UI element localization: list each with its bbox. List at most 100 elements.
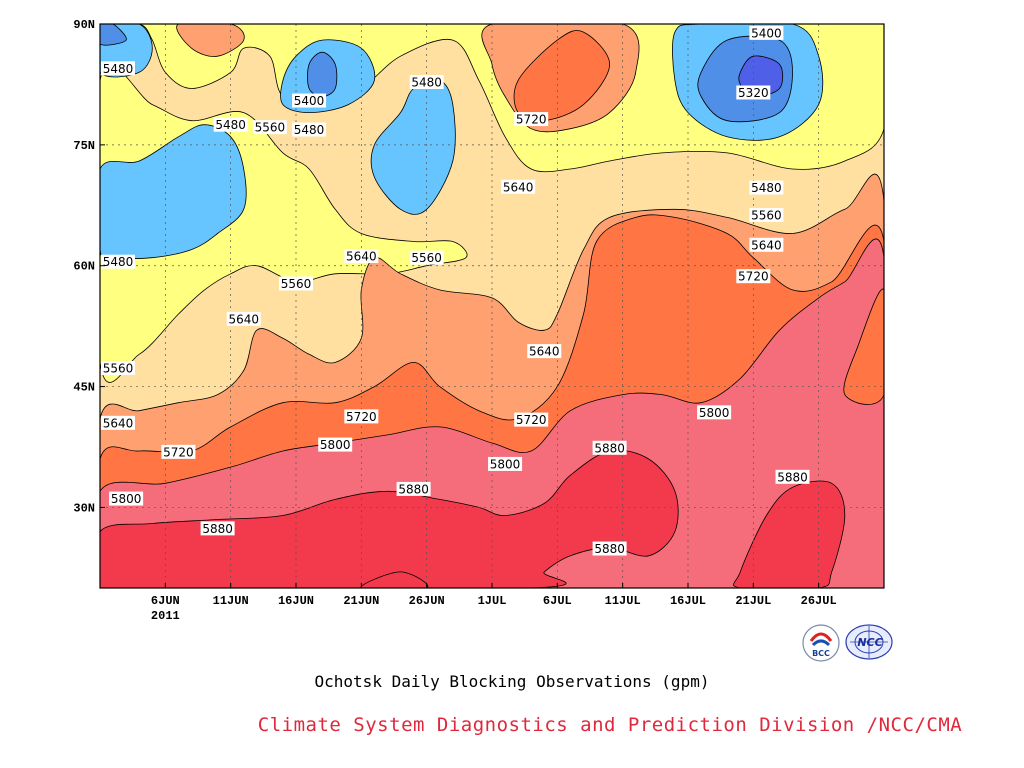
contour-label-bg bbox=[749, 207, 784, 222]
contour-label-text: 5720 bbox=[738, 270, 769, 284]
contour-band-5320_5400-7 bbox=[307, 51, 338, 97]
axis-ticks: 6JUN 11JUN 16JUN 21JUN 26JUN 1JUL 6JUL 11JUL 16J… bbox=[73, 18, 836, 623]
contour-label-text: 5640 bbox=[346, 250, 377, 264]
contour-label-bg bbox=[101, 361, 135, 376]
contour-label-text: 5720 bbox=[516, 113, 547, 127]
contour-label-13: 5720 bbox=[736, 269, 771, 284]
contour-label-4: 5480 bbox=[292, 122, 327, 137]
contour-label-bg bbox=[409, 75, 444, 90]
contour-label-bg bbox=[514, 412, 549, 427]
bcc-logo-text: BCC bbox=[812, 649, 830, 658]
contour-label-text: 5880 bbox=[594, 542, 625, 556]
contour-label-bg bbox=[749, 180, 784, 195]
contour-label-text: 5640 bbox=[228, 312, 259, 326]
contour-label-2: 5560 bbox=[252, 120, 287, 135]
bcc-logo: BCC bbox=[802, 624, 840, 662]
contour-band-5640_5720-16 bbox=[176, 24, 245, 57]
contour-label-text: 5880 bbox=[594, 441, 625, 455]
contour-label-bg bbox=[736, 85, 771, 100]
contour-label-text: 5480 bbox=[215, 118, 246, 132]
contour-label-8: 5400 bbox=[749, 25, 784, 40]
x-tick-label-10: 26JUL bbox=[801, 594, 837, 608]
x-tick-label-0: 6JUN bbox=[151, 594, 180, 608]
contour-label-28: 5800 bbox=[697, 405, 732, 420]
contour-label-bg bbox=[101, 254, 135, 269]
contour-label-6: 5720 bbox=[514, 112, 549, 127]
contour-label-7: 5640 bbox=[501, 179, 536, 194]
contour-label-text: 5560 bbox=[411, 251, 442, 265]
contour-label-bg bbox=[396, 481, 431, 496]
contour-label-bg bbox=[344, 409, 379, 424]
ncc-logo: NCC bbox=[845, 624, 893, 660]
x-tick-label-1: 11JUN bbox=[213, 594, 249, 608]
contour-label-bg bbox=[109, 491, 144, 506]
contour-label-text: 5480 bbox=[751, 181, 782, 195]
x-tick-label-8: 16JUL bbox=[670, 594, 706, 608]
contour-label-bg bbox=[344, 249, 379, 264]
contour-label-1: 5480 bbox=[213, 117, 248, 132]
contour-label-text: 5640 bbox=[103, 416, 134, 430]
contour-label-text: 5720 bbox=[516, 413, 547, 427]
contour-band-above_5880-22 bbox=[732, 480, 846, 588]
contour-label-text: 5560 bbox=[103, 362, 134, 376]
x-tick-label-3: 21JUN bbox=[343, 594, 379, 608]
contour-label-24: 5720 bbox=[514, 412, 549, 427]
contour-label-bg bbox=[592, 541, 627, 556]
contour-label-12: 5640 bbox=[749, 237, 784, 252]
contour-label-bg bbox=[527, 344, 562, 359]
contour-band-5320_5400-4 bbox=[100, 24, 127, 46]
contour-band-above_5880-21 bbox=[360, 571, 429, 588]
contour-label-text: 5720 bbox=[163, 445, 194, 459]
contour-label-27: 5880 bbox=[592, 440, 627, 455]
contour-label-23: 5720 bbox=[344, 409, 379, 424]
contour-labels: 5480 5480 5560 5400 5480 5480 5720 5640 5400 5320… bbox=[101, 25, 810, 556]
y-tick-label-2: 60N bbox=[73, 260, 95, 274]
contour-label-bg bbox=[749, 237, 784, 252]
contour-label-bg bbox=[226, 311, 261, 326]
contour-label-text: 5400 bbox=[751, 26, 782, 40]
contour-label-bg bbox=[101, 415, 135, 430]
contour-label-text: 5320 bbox=[738, 86, 769, 100]
contour-label-22: 5720 bbox=[161, 444, 196, 459]
contour-label-text: 5640 bbox=[529, 345, 560, 359]
contour-label-30: 5880 bbox=[396, 481, 431, 496]
contour-label-25: 5800 bbox=[318, 437, 353, 452]
contour-label-text: 5880 bbox=[202, 522, 233, 536]
contour-label-5: 5480 bbox=[409, 75, 444, 90]
contour-label-bg bbox=[501, 179, 536, 194]
x-tick-label-4: 26JUN bbox=[409, 594, 445, 608]
contour-label-bg bbox=[252, 120, 287, 135]
contour-label-text: 5800 bbox=[111, 492, 142, 506]
contour-label-14: 5480 bbox=[101, 254, 135, 269]
footer-credit: Climate System Diagnostics and Predictio… bbox=[257, 714, 963, 736]
contour-label-text: 5480 bbox=[294, 123, 325, 137]
y-tick-label-1: 75N bbox=[73, 139, 95, 153]
contour-label-33: 5880 bbox=[775, 469, 810, 484]
contour-label-text: 5480 bbox=[103, 62, 134, 76]
contour-label-bg bbox=[279, 276, 313, 291]
ncc-logo-text: NCC bbox=[857, 636, 882, 649]
x-tick-label-5: 1JUL bbox=[478, 594, 507, 608]
contour-label-text: 5640 bbox=[751, 238, 782, 252]
contour-label-31: 5880 bbox=[200, 521, 235, 536]
contour-label-text: 5560 bbox=[281, 277, 312, 291]
contour-label-17: 5560 bbox=[279, 276, 313, 291]
y-tick-label-0: 90N bbox=[73, 18, 95, 32]
x-year-label: 2011 bbox=[151, 609, 180, 623]
contour-label-bg bbox=[101, 61, 135, 76]
contour-label-text: 5720 bbox=[346, 410, 377, 424]
chart-title: Ochotsk Daily Blocking Observations (gpm… bbox=[314, 672, 710, 691]
y-tick-label-3: 45N bbox=[73, 381, 95, 395]
contour-label-29: 5800 bbox=[109, 491, 144, 506]
contour-label-bg bbox=[697, 405, 732, 420]
contour-label-bg bbox=[318, 437, 353, 452]
contour-label-11: 5560 bbox=[749, 207, 784, 222]
contour-label-bg bbox=[292, 93, 327, 108]
contour-label-bg bbox=[514, 112, 549, 127]
contour-label-text: 5480 bbox=[103, 255, 134, 269]
contour-label-3: 5400 bbox=[292, 93, 327, 108]
contour-label-text: 5640 bbox=[503, 180, 534, 194]
contour-label-9: 5320 bbox=[736, 85, 771, 100]
contour-label-text: 5880 bbox=[777, 470, 808, 484]
contour-label-bg bbox=[200, 521, 235, 536]
